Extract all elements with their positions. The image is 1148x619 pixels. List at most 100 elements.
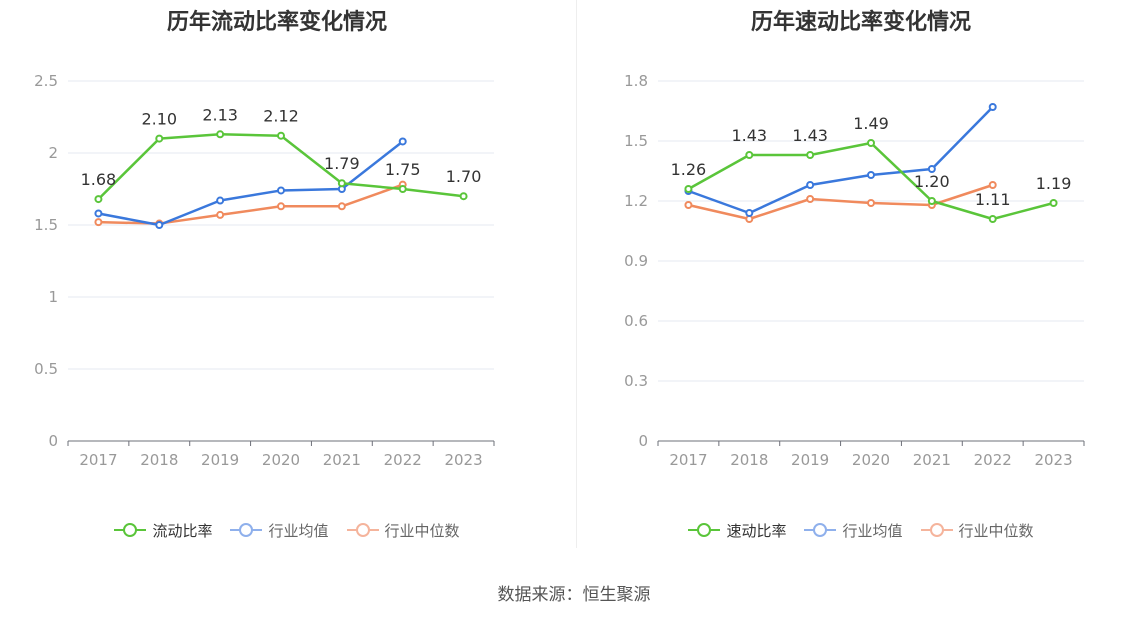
data-point[interactable]	[216, 130, 225, 139]
y-tick-label: 2.5	[34, 72, 58, 90]
y-tick-label: 0	[48, 432, 58, 450]
legend-item-primary[interactable]: 流动比率	[114, 520, 212, 541]
data-point[interactable]	[94, 218, 103, 227]
x-tick-label: 2019	[791, 451, 829, 469]
x-tick-label: 2018	[140, 451, 178, 469]
data-label: 1.79	[324, 154, 360, 173]
x-tick-label: 2018	[730, 451, 768, 469]
data-point[interactable]	[277, 131, 285, 140]
data-label: 1.43	[792, 126, 828, 145]
y-tick-label: 0.9	[624, 252, 648, 270]
y-tick-label: 1.8	[624, 72, 648, 90]
x-tick-label: 2023	[1034, 451, 1072, 469]
legend-marker-icon	[688, 522, 721, 538]
legend-label: 行业中位数	[384, 521, 460, 540]
data-label: 1.49	[853, 114, 889, 133]
x-tick-label: 2021	[323, 451, 361, 469]
x-tick-label: 2021	[913, 451, 951, 469]
data-point[interactable]	[459, 192, 468, 201]
data-point[interactable]	[216, 196, 225, 205]
legend-marker-icon	[230, 522, 263, 538]
y-tick-label: 1.2	[624, 192, 648, 210]
data-point[interactable]	[277, 202, 285, 211]
legend-marker-icon	[920, 522, 953, 538]
data-point[interactable]	[94, 209, 103, 218]
x-tick-label: 2020	[852, 451, 890, 469]
data-point[interactable]	[867, 171, 875, 179]
data-label: 1.75	[385, 160, 421, 179]
line-chart-quick-ratio: 0 0.3 0.6 0.9 1.2 1.5 1.8 2017 2018 2019 2020 2021 2…	[624, 72, 1085, 469]
data-point[interactable]	[684, 185, 693, 193]
x-tick-label: 2020	[262, 451, 300, 469]
y-tick-label: 1.5	[624, 132, 648, 150]
y-tick-label: 0.6	[624, 312, 648, 330]
legend-label: 速动比率	[726, 521, 787, 540]
legend-item-primary[interactable]: 速动比率	[688, 520, 786, 541]
chart-panel-current-ratio: 历年流动比率变化情况 0 0.5 1 1.5 2 2.5 2017 2018 2019 2020 2…	[0, 0, 574, 560]
panel-divider	[576, 0, 577, 548]
line-chart-current-ratio: 0 0.5 1 1.5 2 2.5 2017 2018 2019 2020 2021 2022 2023…	[34, 72, 495, 469]
data-point[interactable]	[277, 186, 285, 195]
data-point[interactable]	[988, 215, 997, 223]
chart-panel-quick-ratio: 历年速动比率变化情况 0 0.3 0.6 0.9 1.2 1.5 1.8 2017 2018 20…	[574, 0, 1148, 560]
data-point[interactable]	[867, 139, 875, 147]
x-tick-label: 2019	[201, 451, 239, 469]
data-label: 2.12	[263, 107, 299, 126]
legend-item-industry-average[interactable]: 行业均值	[804, 520, 903, 541]
y-tick-label: 2	[48, 144, 58, 162]
data-point[interactable]	[867, 199, 875, 207]
data-point[interactable]	[337, 202, 346, 211]
data-point[interactable]	[398, 137, 407, 146]
data-label: 2.13	[202, 105, 238, 124]
data-label: 1.19	[1036, 174, 1072, 193]
data-label: 1.11	[975, 190, 1011, 209]
data-source-footer: 数据来源：恒生聚源	[497, 585, 651, 605]
chart-title: 历年速动比率变化情况	[750, 10, 971, 35]
series-line	[98, 140, 404, 227]
data-label: 2.10	[141, 110, 177, 129]
data-label: 1.68	[81, 170, 117, 189]
data-point[interactable]	[988, 103, 997, 111]
legend-label: 行业均值	[842, 521, 903, 540]
data-label: 1.20	[914, 172, 950, 191]
data-point[interactable]	[988, 181, 997, 189]
legend-item-industry-median[interactable]: 行业中位数	[920, 520, 1034, 541]
legend-marker-icon	[346, 522, 379, 538]
chart-title: 历年流动比率变化情况	[166, 10, 387, 35]
data-label: 1.26	[671, 160, 707, 179]
y-tick-label: 0	[638, 432, 648, 450]
data-point[interactable]	[806, 151, 815, 159]
data-point[interactable]	[155, 221, 164, 229]
x-tick-label: 2017	[669, 451, 707, 469]
data-point[interactable]	[927, 197, 936, 205]
legend-label: 行业均值	[268, 521, 329, 540]
y-tick-label: 1	[48, 288, 58, 306]
series-line	[688, 183, 994, 221]
data-point[interactable]	[927, 165, 936, 173]
data-point[interactable]	[745, 209, 754, 217]
y-tick-label: 0.3	[624, 372, 648, 390]
x-tick-label: 2017	[79, 451, 117, 469]
series-line	[98, 183, 404, 225]
data-point[interactable]	[684, 201, 693, 209]
legend-item-industry-average[interactable]: 行业均值	[230, 520, 329, 541]
y-tick-label: 1.5	[34, 216, 58, 234]
series-line	[688, 106, 994, 215]
legend: 流动比率 行业均值 行业中位数	[0, 518, 574, 542]
legend-marker-icon	[804, 522, 837, 538]
data-point[interactable]	[806, 181, 815, 189]
legend: 速动比率 行业均值 行业中位数	[574, 518, 1148, 542]
data-point[interactable]	[1049, 199, 1058, 207]
data-point[interactable]	[806, 195, 815, 203]
data-point[interactable]	[745, 151, 754, 159]
x-tick-label: 2022	[384, 451, 422, 469]
data-point[interactable]	[398, 185, 407, 193]
x-tick-label: 2023	[444, 451, 482, 469]
legend-label: 流动比率	[152, 521, 213, 540]
y-tick-label: 0.5	[34, 360, 58, 378]
data-point[interactable]	[337, 179, 346, 188]
legend-item-industry-median[interactable]: 行业中位数	[346, 520, 460, 541]
data-point[interactable]	[216, 210, 225, 219]
data-point[interactable]	[155, 134, 164, 143]
data-point[interactable]	[94, 195, 103, 204]
